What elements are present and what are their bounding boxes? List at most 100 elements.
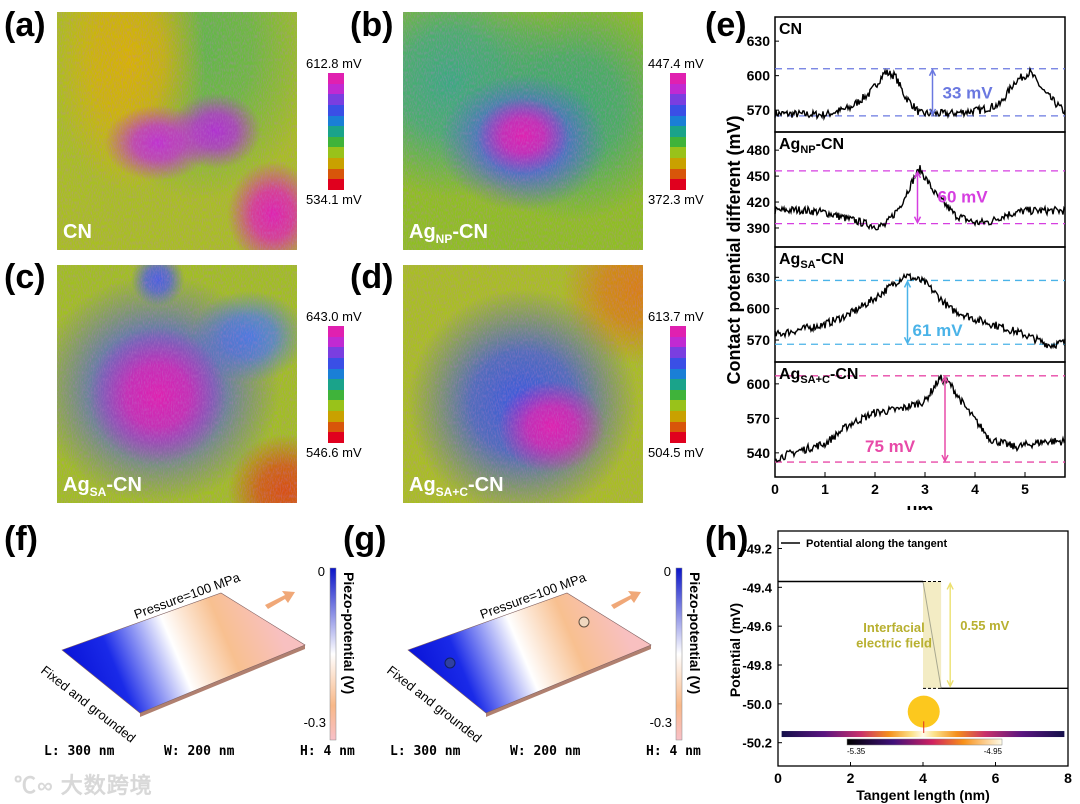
colorbar-step	[670, 379, 686, 390]
name-rest: -CN	[830, 366, 858, 383]
y-axis-label: Contact potential different (mV)	[724, 115, 744, 384]
colorbar-step	[328, 379, 344, 390]
colorbar-cbar-max: 643.0 mV	[306, 309, 362, 324]
colorbar-step	[328, 158, 344, 169]
series-name: AgSA-CN	[779, 251, 844, 271]
colorbar-step	[670, 411, 686, 422]
colorbar-step	[670, 326, 686, 337]
arrow-heads	[928, 68, 937, 117]
series-name: AgNP-CN	[779, 136, 844, 156]
ag-particle-icon	[444, 657, 456, 669]
name-sub: NP	[800, 144, 815, 156]
y-tick-label: -49.2	[742, 541, 772, 556]
delta-label: 33 mV	[943, 83, 994, 102]
series-line-AgSA+C-CN	[774, 374, 1066, 463]
y-tick-label: 390	[747, 220, 771, 236]
map-noise	[57, 12, 297, 250]
colorbar-step	[328, 168, 344, 180]
dimension-W: W: 200 nm	[510, 744, 581, 759]
y-tick-label: 600	[747, 376, 771, 392]
panel-label-c: (c)	[4, 258, 46, 296]
colorbar-step	[670, 347, 686, 358]
y-tick-label: 450	[747, 168, 771, 184]
series-name: CN	[779, 21, 802, 38]
dimension-H: H: 4 nm	[646, 744, 701, 759]
panel-label-h: (h)	[705, 520, 749, 558]
y-tick-label: -49.4	[742, 580, 772, 595]
piezo-colorbar	[329, 567, 337, 741]
x-tick-label: 5	[1021, 481, 1029, 497]
delta-label: 61 mV	[913, 321, 964, 340]
series-line-AgNP-CN	[774, 165, 1066, 231]
field-slope	[922, 581, 942, 689]
x-tick-label: 0	[771, 481, 779, 497]
sample-rest: -CN	[452, 221, 488, 243]
colorbar-step	[670, 432, 686, 444]
name-main: Ag	[779, 136, 800, 153]
colorbar-c	[328, 326, 344, 444]
y-tick-label: -50.2	[742, 736, 772, 751]
name-rest: -CN	[816, 136, 844, 153]
sample-label: AgNP-CN	[409, 221, 488, 246]
piezo-colorbar	[675, 567, 683, 741]
annotation-line2: electric field	[856, 636, 932, 651]
name-rest: -CN	[816, 251, 844, 268]
y-tick-label: -49.6	[742, 619, 772, 634]
dimension-L: L: 300 nm	[390, 744, 461, 759]
subplot-frame	[774, 361, 1066, 478]
kpfm-map-d: AgSA+C-CN	[403, 265, 643, 503]
name-sub: SA+C	[800, 374, 830, 386]
slab-f	[61, 592, 306, 714]
x-tick-label: 6	[992, 770, 1000, 786]
colorbar-step	[670, 168, 686, 180]
colorbar-a	[328, 73, 344, 191]
colorbar-cbar-min: 504.5 mV	[648, 445, 704, 460]
colorbar-step	[670, 400, 686, 412]
sample-main: Ag	[63, 474, 90, 496]
colorbar-step	[328, 357, 344, 369]
colorbar-max: -4.95	[984, 747, 1003, 756]
colorbar-title: Piezo-potential (V)	[687, 572, 700, 694]
colorbar-step	[328, 411, 344, 422]
colorbar-d	[670, 326, 686, 444]
y-tick-label: 570	[747, 410, 771, 426]
x-tick-label: 8	[1064, 770, 1072, 786]
name-sub: SA	[800, 259, 815, 271]
ag-particle-icon	[578, 616, 590, 628]
colorbar-step	[328, 400, 344, 412]
name-main: CN	[779, 21, 802, 38]
sample-rest: -CN	[468, 474, 504, 496]
colorbar-cbar-min: 546.6 mV	[306, 445, 362, 460]
dimension-H: H: 4 nm	[300, 744, 355, 759]
x-tick-label: 2	[847, 770, 855, 786]
y-tick-label: 630	[747, 269, 771, 285]
small-colorbar	[846, 738, 1003, 746]
panel-label-d: (d)	[350, 258, 394, 296]
sample-label: CN	[63, 221, 92, 246]
colorbar-step	[328, 136, 344, 148]
colorbar-step	[328, 336, 344, 348]
colorbar-step	[328, 421, 344, 433]
colorbar-step	[670, 73, 686, 84]
colorbar-step	[328, 83, 344, 95]
x-tick-label: 0	[774, 770, 782, 786]
arrow-heads	[913, 170, 922, 225]
y-tick-label: 570	[747, 102, 771, 118]
y-tick-label: -49.8	[742, 658, 772, 673]
pressure-arrow-icon	[265, 591, 295, 609]
series-name: AgSA+C-CN	[779, 366, 858, 386]
delta-label: 60 mV	[938, 187, 989, 206]
annotation-line1: Interfacial	[863, 620, 924, 635]
delta-label: 75 mV	[865, 437, 916, 456]
colorbar-step	[328, 94, 344, 105]
sample-sub: NP	[435, 232, 453, 246]
colorbar-step	[670, 357, 686, 369]
colorbar-step	[670, 368, 686, 380]
slab-edge	[486, 645, 651, 717]
x-tick-label: 4	[919, 770, 927, 786]
colorbar-step	[328, 368, 344, 380]
colorbar-title: Piezo-potential (V)	[341, 572, 357, 694]
sample-sub: SA+C	[435, 485, 469, 499]
x-tick-label: 4	[971, 481, 979, 497]
